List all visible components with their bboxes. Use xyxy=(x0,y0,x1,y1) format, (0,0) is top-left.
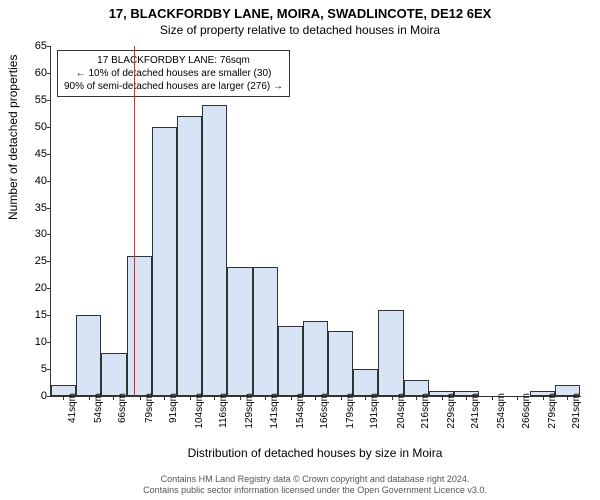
x-axis-label: Distribution of detached houses by size … xyxy=(50,446,580,460)
histogram-bar xyxy=(152,127,177,396)
x-tick-mark xyxy=(190,396,191,400)
y-axis-label: Number of detached properties xyxy=(6,55,20,220)
y-tick-label: 0 xyxy=(17,390,47,402)
x-tick-mark xyxy=(315,396,316,400)
y-tick-label: 65 xyxy=(17,40,47,52)
y-tick-label: 35 xyxy=(17,202,47,214)
x-tick-mark xyxy=(164,396,165,400)
chart-container: 17, BLACKFORDBY LANE, MOIRA, SWADLINCOTE… xyxy=(0,0,600,500)
x-tick-mark xyxy=(442,396,443,400)
x-tick-label: 179sqm xyxy=(345,393,356,429)
y-tick-mark xyxy=(47,100,51,101)
y-tick-mark xyxy=(47,46,51,47)
y-tick-mark xyxy=(47,315,51,316)
chart-subtitle: Size of property relative to detached ho… xyxy=(0,23,600,37)
footer-attribution: Contains HM Land Registry data © Crown c… xyxy=(50,474,580,496)
y-tick-label: 5 xyxy=(17,363,47,375)
plot-area: 17 BLACKFORDBY LANE: 76sqm ← 10% of deta… xyxy=(50,46,581,397)
x-tick-label: 129sqm xyxy=(244,393,255,429)
y-tick-label: 20 xyxy=(17,282,47,294)
y-tick-label: 60 xyxy=(17,67,47,79)
x-tick-label: 204sqm xyxy=(396,393,407,429)
x-tick-label: 279sqm xyxy=(547,393,558,429)
x-tick-label: 216sqm xyxy=(420,393,431,429)
y-tick-label: 15 xyxy=(17,309,47,321)
x-tick-label: 229sqm xyxy=(446,393,457,429)
reference-line xyxy=(134,46,135,396)
histogram-bar xyxy=(101,353,126,396)
x-tick-mark xyxy=(341,396,342,400)
x-tick-label: 41sqm xyxy=(67,393,78,423)
x-tick-label: 66sqm xyxy=(117,393,128,423)
x-tick-mark xyxy=(265,396,266,400)
y-tick-mark xyxy=(47,234,51,235)
y-tick-mark xyxy=(47,261,51,262)
x-tick-mark xyxy=(365,396,366,400)
y-tick-mark xyxy=(47,154,51,155)
x-tick-mark xyxy=(89,396,90,400)
y-tick-mark xyxy=(47,73,51,74)
x-tick-label: 91sqm xyxy=(168,393,179,423)
x-tick-mark xyxy=(113,396,114,400)
x-tick-mark xyxy=(63,396,64,400)
x-tick-label: 104sqm xyxy=(194,393,205,429)
y-tick-mark xyxy=(47,369,51,370)
histogram-bar xyxy=(253,267,278,396)
histogram-bar xyxy=(177,116,202,396)
x-tick-mark xyxy=(392,396,393,400)
x-tick-mark xyxy=(291,396,292,400)
y-tick-label: 40 xyxy=(17,175,47,187)
x-tick-mark xyxy=(567,396,568,400)
y-tick-label: 55 xyxy=(17,94,47,106)
x-tick-label: 116sqm xyxy=(218,393,229,428)
x-tick-mark xyxy=(466,396,467,400)
x-tick-label: 254sqm xyxy=(496,393,507,429)
chart-title: 17, BLACKFORDBY LANE, MOIRA, SWADLINCOTE… xyxy=(0,0,600,21)
y-tick-label: 25 xyxy=(17,255,47,267)
histogram-bar xyxy=(378,310,403,396)
x-tick-label: 191sqm xyxy=(369,393,380,429)
y-tick-mark xyxy=(47,396,51,397)
histogram-bar xyxy=(278,326,303,396)
x-tick-mark xyxy=(140,396,141,400)
x-tick-mark xyxy=(240,396,241,400)
y-tick-label: 30 xyxy=(17,228,47,240)
annotation-line3: 90% of semi-detached houses are larger (… xyxy=(64,80,283,93)
annotation-line2: ← 10% of detached houses are smaller (30… xyxy=(64,67,283,80)
x-tick-mark xyxy=(517,396,518,400)
x-tick-mark xyxy=(543,396,544,400)
histogram-bar xyxy=(303,321,328,396)
y-tick-mark xyxy=(47,342,51,343)
histogram-bar xyxy=(353,369,378,396)
footer-line1: Contains HM Land Registry data © Crown c… xyxy=(50,474,580,485)
x-tick-label: 154sqm xyxy=(295,393,306,429)
histogram-bar xyxy=(202,105,227,396)
x-tick-label: 54sqm xyxy=(93,393,104,423)
x-tick-label: 166sqm xyxy=(319,393,330,429)
x-tick-label: 241sqm xyxy=(470,393,481,429)
annotation-line1: 17 BLACKFORDBY LANE: 76sqm xyxy=(64,54,283,67)
y-tick-label: 10 xyxy=(17,336,47,348)
x-tick-label: 141sqm xyxy=(269,393,280,429)
x-tick-mark xyxy=(416,396,417,400)
y-tick-mark xyxy=(47,127,51,128)
x-tick-mark xyxy=(492,396,493,400)
x-tick-label: 79sqm xyxy=(144,393,155,423)
annotation-box: 17 BLACKFORDBY LANE: 76sqm ← 10% of deta… xyxy=(57,50,290,97)
x-tick-mark xyxy=(214,396,215,400)
histogram-bar xyxy=(328,331,353,396)
histogram-bar xyxy=(127,256,152,396)
x-tick-label: 291sqm xyxy=(571,393,582,429)
y-tick-mark xyxy=(47,181,51,182)
y-tick-label: 45 xyxy=(17,148,47,160)
histogram-bar xyxy=(76,315,101,396)
y-tick-mark xyxy=(47,288,51,289)
y-tick-mark xyxy=(47,208,51,209)
footer-line2: Contains public sector information licen… xyxy=(50,485,580,496)
y-tick-label: 50 xyxy=(17,121,47,133)
x-tick-label: 266sqm xyxy=(521,393,532,429)
histogram-bar xyxy=(227,267,252,396)
